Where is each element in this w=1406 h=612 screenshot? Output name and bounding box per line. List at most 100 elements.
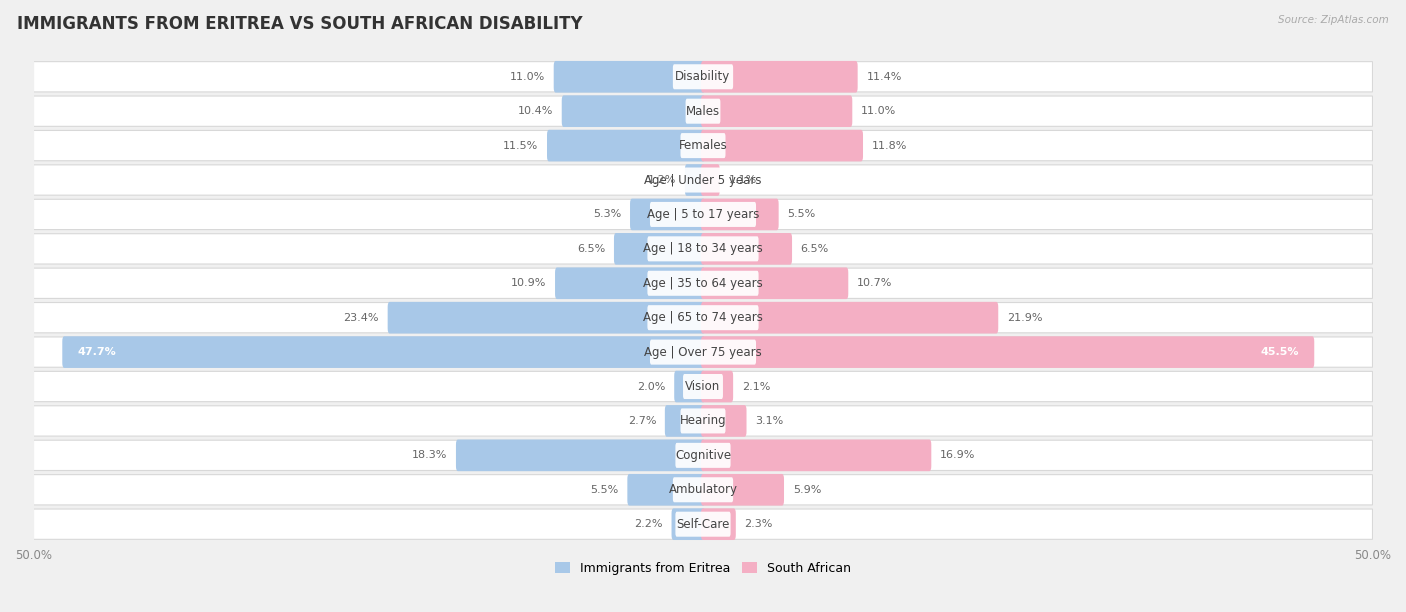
FancyBboxPatch shape — [555, 267, 704, 299]
FancyBboxPatch shape — [650, 340, 756, 365]
FancyBboxPatch shape — [686, 99, 720, 124]
Text: 23.4%: 23.4% — [343, 313, 380, 323]
Text: 3.1%: 3.1% — [755, 416, 783, 426]
Text: 21.9%: 21.9% — [1007, 313, 1042, 323]
FancyBboxPatch shape — [647, 236, 759, 261]
Text: 18.3%: 18.3% — [412, 450, 447, 460]
Text: 11.0%: 11.0% — [510, 72, 546, 82]
Text: Age | 5 to 17 years: Age | 5 to 17 years — [647, 208, 759, 221]
Text: 45.5%: 45.5% — [1260, 347, 1299, 357]
FancyBboxPatch shape — [34, 371, 1372, 401]
Text: 11.5%: 11.5% — [503, 141, 538, 151]
Text: 11.4%: 11.4% — [866, 72, 901, 82]
FancyBboxPatch shape — [647, 305, 759, 330]
Text: 6.5%: 6.5% — [576, 244, 605, 254]
Text: Disability: Disability — [675, 70, 731, 83]
FancyBboxPatch shape — [702, 130, 863, 162]
FancyBboxPatch shape — [34, 406, 1372, 436]
Text: 2.0%: 2.0% — [637, 381, 665, 392]
Text: Age | 65 to 74 years: Age | 65 to 74 years — [643, 311, 763, 324]
Text: 47.7%: 47.7% — [77, 347, 117, 357]
Legend: Immigrants from Eritrea, South African: Immigrants from Eritrea, South African — [550, 557, 856, 580]
FancyBboxPatch shape — [702, 267, 848, 299]
FancyBboxPatch shape — [702, 474, 785, 506]
Text: Age | Under 5 years: Age | Under 5 years — [644, 174, 762, 187]
FancyBboxPatch shape — [702, 199, 779, 230]
FancyBboxPatch shape — [650, 202, 756, 227]
FancyBboxPatch shape — [665, 405, 704, 437]
Text: 1.2%: 1.2% — [648, 175, 676, 185]
FancyBboxPatch shape — [34, 130, 1372, 161]
Text: 10.7%: 10.7% — [858, 278, 893, 288]
Text: 5.5%: 5.5% — [787, 209, 815, 220]
Text: 2.2%: 2.2% — [634, 519, 662, 529]
Text: 2.7%: 2.7% — [627, 416, 657, 426]
Text: IMMIGRANTS FROM ERITREA VS SOUTH AFRICAN DISABILITY: IMMIGRANTS FROM ERITREA VS SOUTH AFRICAN… — [17, 15, 582, 33]
Text: Males: Males — [686, 105, 720, 118]
FancyBboxPatch shape — [647, 271, 759, 296]
Text: 11.0%: 11.0% — [860, 106, 896, 116]
FancyBboxPatch shape — [702, 61, 858, 92]
FancyBboxPatch shape — [388, 302, 704, 334]
FancyBboxPatch shape — [672, 509, 704, 540]
Text: Hearing: Hearing — [679, 414, 727, 427]
FancyBboxPatch shape — [702, 509, 735, 540]
FancyBboxPatch shape — [34, 302, 1372, 333]
FancyBboxPatch shape — [675, 512, 731, 537]
FancyBboxPatch shape — [650, 168, 756, 193]
FancyBboxPatch shape — [34, 234, 1372, 264]
FancyBboxPatch shape — [627, 474, 704, 506]
FancyBboxPatch shape — [675, 371, 704, 402]
FancyBboxPatch shape — [702, 302, 998, 334]
FancyBboxPatch shape — [630, 199, 704, 230]
FancyBboxPatch shape — [62, 336, 704, 368]
Text: Source: ZipAtlas.com: Source: ZipAtlas.com — [1278, 15, 1389, 25]
Text: 1.1%: 1.1% — [728, 175, 756, 185]
FancyBboxPatch shape — [702, 405, 747, 437]
Text: 5.5%: 5.5% — [591, 485, 619, 494]
Text: 10.9%: 10.9% — [510, 278, 547, 288]
FancyBboxPatch shape — [673, 477, 733, 502]
FancyBboxPatch shape — [675, 443, 731, 468]
FancyBboxPatch shape — [34, 475, 1372, 505]
FancyBboxPatch shape — [702, 233, 792, 264]
Text: Vision: Vision — [685, 380, 721, 393]
Text: Ambulatory: Ambulatory — [668, 483, 738, 496]
FancyBboxPatch shape — [685, 164, 704, 196]
Text: Age | 35 to 64 years: Age | 35 to 64 years — [643, 277, 763, 289]
Text: 16.9%: 16.9% — [941, 450, 976, 460]
Text: Age | Over 75 years: Age | Over 75 years — [644, 346, 762, 359]
FancyBboxPatch shape — [562, 95, 704, 127]
FancyBboxPatch shape — [34, 62, 1372, 92]
Text: 2.1%: 2.1% — [742, 381, 770, 392]
FancyBboxPatch shape — [702, 371, 733, 402]
FancyBboxPatch shape — [34, 165, 1372, 195]
FancyBboxPatch shape — [34, 268, 1372, 299]
Text: Age | 18 to 34 years: Age | 18 to 34 years — [643, 242, 763, 255]
Text: Females: Females — [679, 139, 727, 152]
FancyBboxPatch shape — [547, 130, 704, 162]
FancyBboxPatch shape — [702, 164, 720, 196]
FancyBboxPatch shape — [34, 200, 1372, 230]
FancyBboxPatch shape — [702, 95, 852, 127]
FancyBboxPatch shape — [673, 64, 733, 89]
FancyBboxPatch shape — [683, 374, 723, 399]
Text: 5.9%: 5.9% — [793, 485, 821, 494]
FancyBboxPatch shape — [34, 440, 1372, 471]
FancyBboxPatch shape — [34, 337, 1372, 367]
FancyBboxPatch shape — [681, 408, 725, 433]
Text: Cognitive: Cognitive — [675, 449, 731, 462]
FancyBboxPatch shape — [614, 233, 704, 264]
FancyBboxPatch shape — [34, 509, 1372, 539]
FancyBboxPatch shape — [681, 133, 725, 158]
FancyBboxPatch shape — [554, 61, 704, 92]
FancyBboxPatch shape — [702, 336, 1315, 368]
FancyBboxPatch shape — [456, 439, 704, 471]
FancyBboxPatch shape — [34, 96, 1372, 126]
FancyBboxPatch shape — [702, 439, 931, 471]
Text: 6.5%: 6.5% — [801, 244, 830, 254]
Text: 2.3%: 2.3% — [745, 519, 773, 529]
Text: 10.4%: 10.4% — [517, 106, 553, 116]
Text: 5.3%: 5.3% — [593, 209, 621, 220]
Text: 11.8%: 11.8% — [872, 141, 907, 151]
